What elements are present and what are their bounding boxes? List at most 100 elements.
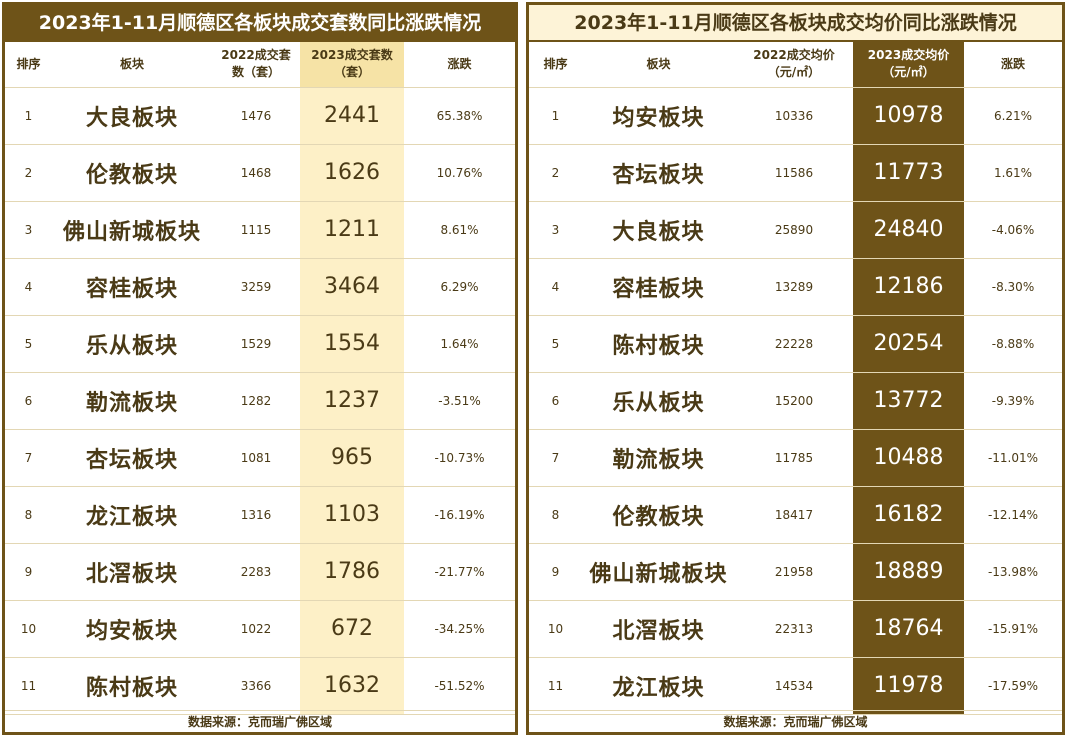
prev-year-cell: 13289 xyxy=(735,258,853,316)
cur-year-cell: 13772 xyxy=(853,372,964,430)
district-name-cell: 杏坛板块 xyxy=(52,429,212,487)
cur-year-cell: 18764 xyxy=(853,600,964,658)
table-row: 10 北滘板块 22313 18764 -15.91% xyxy=(529,600,1062,658)
cur-year-cell: 1554 xyxy=(300,315,404,373)
table-row: 11 陈村板块 3366 1632 -51.52% xyxy=(5,657,515,715)
table-row: 9 北滘板块 2283 1786 -21.77% xyxy=(5,543,515,601)
header-prev-line1: 2022成交均价 xyxy=(753,48,835,63)
header-prev-line1: 2022成交套 xyxy=(221,48,291,63)
table-row: 5 陈村板块 22228 20254 -8.88% xyxy=(529,315,1062,373)
header-cur-line1: 2023成交套数 xyxy=(311,48,393,63)
header-name: 板块 xyxy=(582,42,735,88)
change-cell: -8.30% xyxy=(964,258,1062,316)
header-cur-line2: （套） xyxy=(333,65,370,80)
change-cell: -10.73% xyxy=(404,429,515,487)
table-header-row: 排序 板块 2022成交套 数（套） 2023成交套数 （套） 涨跌 xyxy=(5,42,515,88)
district-name-cell: 陈村板块 xyxy=(582,315,735,373)
prev-year-cell: 1468 xyxy=(212,144,300,202)
change-cell: -8.88% xyxy=(964,315,1062,373)
change-cell: 10.76% xyxy=(404,144,515,202)
cur-year-cell: 16182 xyxy=(853,486,964,544)
table-row: 2 杏坛板块 11586 11773 1.61% xyxy=(529,144,1062,202)
rank-cell: 11 xyxy=(5,657,52,715)
table-row: 3 大良板块 25890 24840 -4.06% xyxy=(529,201,1062,259)
prev-year-cell: 22228 xyxy=(735,315,853,373)
header-rank: 排序 xyxy=(5,42,52,88)
cur-year-cell: 18889 xyxy=(853,543,964,601)
change-cell: -16.19% xyxy=(404,486,515,544)
rank-cell: 2 xyxy=(529,144,582,202)
prev-year-cell: 25890 xyxy=(735,201,853,259)
district-name-cell: 佛山新城板块 xyxy=(582,543,735,601)
table-row: 5 乐从板块 1529 1554 1.64% xyxy=(5,315,515,373)
table-row: 4 容桂板块 3259 3464 6.29% xyxy=(5,258,515,316)
table-row: 11 龙江板块 14534 11978 -17.59% xyxy=(529,657,1062,715)
prev-year-cell: 11785 xyxy=(735,429,853,487)
prev-year-cell: 1081 xyxy=(212,429,300,487)
average-price-table: 排序 板块 2022成交均价 （元/㎡） 2023成交均价 （元/㎡） 涨跌 1… xyxy=(529,42,1062,715)
table-header-row: 排序 板块 2022成交均价 （元/㎡） 2023成交均价 （元/㎡） 涨跌 xyxy=(529,42,1062,88)
prev-year-cell: 15200 xyxy=(735,372,853,430)
rank-cell: 9 xyxy=(5,543,52,601)
header-cur-line1: 2023成交均价 xyxy=(867,48,950,63)
prev-year-cell: 21958 xyxy=(735,543,853,601)
table-row: 7 勒流板块 11785 10488 -11.01% xyxy=(529,429,1062,487)
header-prev-year: 2022成交均价 （元/㎡） xyxy=(735,42,853,88)
district-name-cell: 均安板块 xyxy=(582,87,735,145)
rank-cell: 1 xyxy=(5,87,52,145)
district-name-cell: 大良板块 xyxy=(52,87,212,145)
change-cell: 8.61% xyxy=(404,201,515,259)
prev-year-cell: 1022 xyxy=(212,600,300,658)
average-price-title: 2023年1-11月顺德区各板块成交均价同比涨跌情况 xyxy=(529,5,1062,42)
cur-year-cell: 1211 xyxy=(300,201,404,259)
district-name-cell: 伦教板块 xyxy=(582,486,735,544)
cur-year-cell: 965 xyxy=(300,429,404,487)
change-cell: -3.51% xyxy=(404,372,515,430)
header-name: 板块 xyxy=(52,42,212,88)
cur-year-cell: 1632 xyxy=(300,657,404,715)
rank-cell: 11 xyxy=(529,657,582,715)
district-name-cell: 龙江板块 xyxy=(582,657,735,715)
change-cell: -15.91% xyxy=(964,600,1062,658)
change-cell: -34.25% xyxy=(404,600,515,658)
cur-year-cell: 20254 xyxy=(853,315,964,373)
prev-year-cell: 14534 xyxy=(735,657,853,715)
table-row: 8 伦教板块 18417 16182 -12.14% xyxy=(529,486,1062,544)
prev-year-cell: 22313 xyxy=(735,600,853,658)
cur-year-cell: 11978 xyxy=(853,657,964,715)
district-name-cell: 大良板块 xyxy=(582,201,735,259)
prev-year-cell: 1282 xyxy=(212,372,300,430)
header-cur-year: 2023成交均价 （元/㎡） xyxy=(853,42,964,88)
prev-year-cell: 11586 xyxy=(735,144,853,202)
sales-source-note: 数据来源：克而瑞广佛区域 xyxy=(5,710,515,732)
change-cell: -11.01% xyxy=(964,429,1062,487)
cur-year-cell: 24840 xyxy=(853,201,964,259)
rank-cell: 2 xyxy=(5,144,52,202)
district-name-cell: 佛山新城板块 xyxy=(52,201,212,259)
rank-cell: 7 xyxy=(5,429,52,487)
district-name-cell: 乐从板块 xyxy=(52,315,212,373)
rank-cell: 4 xyxy=(5,258,52,316)
rank-cell: 6 xyxy=(529,372,582,430)
header-change: 涨跌 xyxy=(404,42,515,88)
table-row: 1 均安板块 10336 10978 6.21% xyxy=(529,87,1062,145)
district-name-cell: 北滘板块 xyxy=(52,543,212,601)
rank-cell: 8 xyxy=(5,486,52,544)
cur-year-cell: 1786 xyxy=(300,543,404,601)
district-name-cell: 龙江板块 xyxy=(52,486,212,544)
rank-cell: 6 xyxy=(5,372,52,430)
change-cell: -4.06% xyxy=(964,201,1062,259)
change-cell: 1.64% xyxy=(404,315,515,373)
cur-year-cell: 3464 xyxy=(300,258,404,316)
district-name-cell: 容桂板块 xyxy=(52,258,212,316)
header-cur-line2: （元/㎡） xyxy=(882,65,935,80)
rank-cell: 10 xyxy=(529,600,582,658)
change-cell: -9.39% xyxy=(964,372,1062,430)
table-row: 1 大良板块 1476 2441 65.38% xyxy=(5,87,515,145)
header-rank: 排序 xyxy=(529,42,582,88)
table-row: 2 伦教板块 1468 1626 10.76% xyxy=(5,144,515,202)
change-cell: -51.52% xyxy=(404,657,515,715)
header-change: 涨跌 xyxy=(964,42,1062,88)
table-row: 6 勒流板块 1282 1237 -3.51% xyxy=(5,372,515,430)
change-cell: -13.98% xyxy=(964,543,1062,601)
